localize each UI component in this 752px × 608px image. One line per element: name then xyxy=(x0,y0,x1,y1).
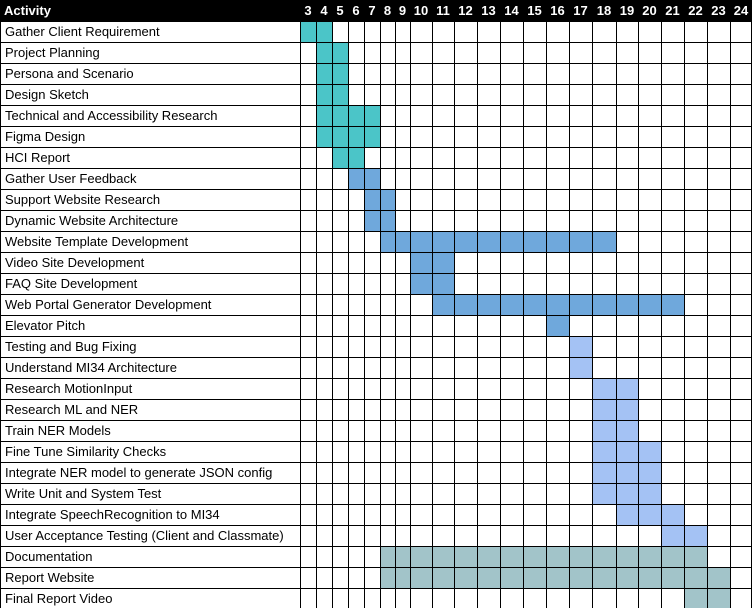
task-label: Documentation xyxy=(5,549,92,564)
task-label: Project Planning xyxy=(5,45,100,60)
task-label: HCI Report xyxy=(5,150,70,165)
task-label: Web Portal Generator Development xyxy=(5,297,212,312)
task-bar xyxy=(380,546,707,567)
week-header-label: 24 xyxy=(734,3,749,18)
week-header-label: 8 xyxy=(384,3,391,18)
task-label: Figma Design xyxy=(5,129,85,144)
task-bar xyxy=(592,462,661,483)
task-label: Gather User Feedback xyxy=(5,171,137,186)
task-bar xyxy=(616,504,684,525)
header-bar xyxy=(0,0,752,21)
week-header-label: 3 xyxy=(304,3,311,18)
week-header-label: 16 xyxy=(550,3,564,18)
header-activity-label: Activity xyxy=(4,3,52,18)
week-header-label: 5 xyxy=(336,3,343,18)
task-label: Understand MI34 Architecture xyxy=(5,360,177,375)
task-label: Technical and Accessibility Research xyxy=(5,108,217,123)
week-header-label: 20 xyxy=(642,3,656,18)
task-bar xyxy=(592,483,661,504)
task-label: Gather Client Requirement xyxy=(5,24,160,39)
task-label: Website Template Development xyxy=(5,234,188,249)
task-label: User Acceptance Testing (Client and Clas… xyxy=(5,528,284,543)
task-bar xyxy=(592,420,638,441)
task-label: Research ML and NER xyxy=(5,402,138,417)
task-label: Integrate NER model to generate JSON con… xyxy=(5,465,272,480)
task-label: Integrate SpeechRecognition to MI34 xyxy=(5,507,220,522)
task-label: Elevator Pitch xyxy=(5,318,85,333)
week-header-label: 11 xyxy=(436,3,450,18)
week-header-label: 7 xyxy=(368,3,375,18)
task-label: Testing and Bug Fixing xyxy=(5,339,137,354)
task-label: Report Website xyxy=(5,570,94,585)
week-header-label: 6 xyxy=(352,3,359,18)
task-bar xyxy=(546,315,569,336)
week-header-label: 22 xyxy=(688,3,702,18)
task-label: Video Site Development xyxy=(5,255,145,270)
week-header-label: 23 xyxy=(711,3,725,18)
task-bar xyxy=(432,294,684,315)
task-label: Persona and Scenario xyxy=(5,66,134,81)
task-label: Dynamic Website Architecture xyxy=(5,213,178,228)
task-label: Support Website Research xyxy=(5,192,160,207)
task-label: Research MotionInput xyxy=(5,381,133,396)
task-bar xyxy=(592,378,638,399)
week-header-label: 21 xyxy=(665,3,679,18)
task-bar xyxy=(569,336,592,357)
task-bar xyxy=(592,399,638,420)
task-label: Fine Tune Similarity Checks xyxy=(5,444,167,459)
week-header-label: 12 xyxy=(458,3,472,18)
week-header-label: 13 xyxy=(481,3,495,18)
task-bar xyxy=(364,210,395,231)
task-bar xyxy=(380,231,616,252)
week-header-label: 4 xyxy=(320,3,328,18)
task-label: Design Sketch xyxy=(5,87,89,102)
task-bar xyxy=(569,357,592,378)
week-header-label: 19 xyxy=(620,3,634,18)
task-label: Train NER Models xyxy=(5,423,111,438)
week-header-label: 9 xyxy=(399,3,406,18)
task-label: FAQ Site Development xyxy=(5,276,138,291)
week-header-label: 10 xyxy=(414,3,428,18)
week-header-label: 14 xyxy=(504,3,519,18)
task-bar xyxy=(380,567,730,588)
week-header-label: 18 xyxy=(597,3,611,18)
week-header-label: 17 xyxy=(573,3,587,18)
task-label: Write Unit and System Test xyxy=(5,486,162,501)
task-bar xyxy=(364,189,395,210)
task-label: Final Report Video xyxy=(5,591,112,606)
task-bar xyxy=(592,441,661,462)
week-header-label: 15 xyxy=(527,3,541,18)
